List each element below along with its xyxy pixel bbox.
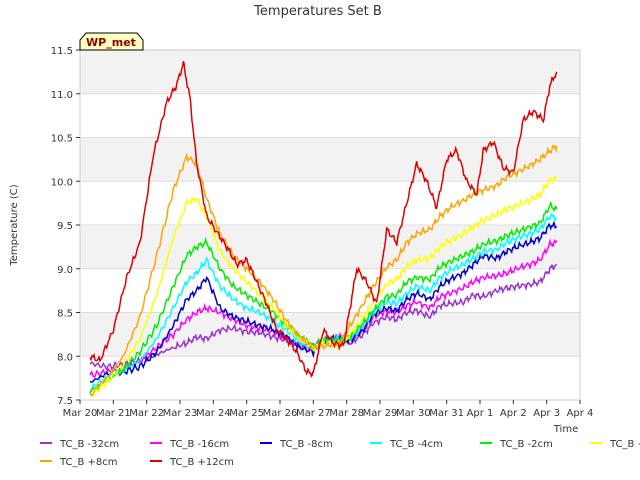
plot-band [80, 225, 580, 269]
legend-label: TC_B +12cm [169, 457, 234, 468]
legend-item-tc-b-8cm: TC_B +8cm [40, 457, 118, 468]
y-tick-label: 11.5 [51, 46, 73, 57]
annotation-badge: WP_met [79, 32, 144, 51]
legend-item-tc-b-4cm: TC_B +4cm [590, 439, 640, 450]
x-tick-label: Mar 23 [163, 408, 198, 419]
legend-item-tc-b-16cm: TC_B -16cm [150, 439, 229, 450]
plot-band [80, 137, 580, 182]
y-tick-label: 9.5 [57, 221, 73, 232]
legend-item-tc-b-32cm: TC_B -32cm [40, 439, 119, 450]
x-tick-label: Mar 25 [229, 408, 264, 419]
legend-label: TC_B -32cm [59, 439, 119, 450]
y-tick-label: 9.0 [57, 265, 73, 276]
chart-title: Temperatures Set B [253, 4, 382, 19]
legend-label: TC_B -8cm [279, 439, 333, 450]
plot-band [80, 312, 580, 357]
y-tick-label: 7.5 [57, 396, 73, 407]
legend-label: TC_B -16cm [169, 439, 229, 450]
legend-label: TC_B +4cm [609, 439, 640, 450]
x-tick-label: Mar 24 [196, 408, 231, 419]
y-tick-label: 10.5 [51, 134, 73, 145]
x-tick-label: Mar 26 [263, 408, 298, 419]
legend-label: TC_B -2cm [499, 439, 553, 450]
plot-band [80, 50, 580, 94]
series-line-tc-b-4cm [89, 174, 557, 398]
plot-band [80, 93, 580, 138]
x-tick-label: Mar 30 [396, 408, 431, 419]
series-lines [89, 61, 558, 398]
x-tick-label: Apr 4 [567, 408, 594, 419]
annotation-text: WP_met [86, 36, 136, 49]
y-tick-label: 8.0 [57, 352, 73, 363]
y-axis-ticks: 7.5 8.0 8.5 9.0 9.5 10.0 10.5 11.0 11.5 [51, 46, 80, 407]
legend-item-tc-b-2cm: TC_B -2cm [480, 439, 553, 450]
x-tick-label: Mar 21 [96, 408, 131, 419]
x-tick-label: Apr 2 [500, 408, 527, 419]
legend: TC_B -32cm TC_B -16cm TC_B -8cm TC_B -4cm TC… [40, 439, 640, 468]
legend-item-tc-b-12cm: TC_B +12cm [150, 457, 234, 468]
legend-item-tc-b-4cm: TC_B -4cm [370, 439, 443, 450]
x-tick-label: Mar 31 [429, 408, 464, 419]
y-tick-label: 8.5 [57, 309, 73, 320]
x-axis-label: Time [553, 424, 578, 435]
legend-label: TC_B -4cm [389, 439, 443, 450]
legend-label: TC_B +8cm [59, 457, 118, 468]
y-tick-label: 10.0 [51, 177, 73, 188]
legend-item-tc-b-8cm: TC_B -8cm [260, 439, 333, 450]
series-line-tc-b-32cm [89, 263, 558, 372]
x-tick-label: Apr 1 [467, 408, 494, 419]
x-tick-label: Apr 3 [533, 408, 560, 419]
x-tick-label: Mar 27 [296, 408, 331, 419]
y-axis-label: Temperature (C) [9, 184, 20, 266]
series-line-tc-b-2cm [89, 200, 558, 394]
series-line-tc-b-12cm [89, 61, 558, 378]
x-tick-label: Mar 29 [363, 408, 398, 419]
plot-band [80, 268, 580, 313]
plot-band [80, 356, 580, 400]
y-tick-label: 11.0 [51, 90, 73, 101]
x-tick-label: Mar 22 [129, 408, 164, 419]
x-tick-label: Mar 28 [329, 408, 364, 419]
series-line-tc-b-8cm [89, 144, 558, 397]
plot-band [80, 181, 580, 225]
x-tick-label: Mar 20 [63, 408, 98, 419]
